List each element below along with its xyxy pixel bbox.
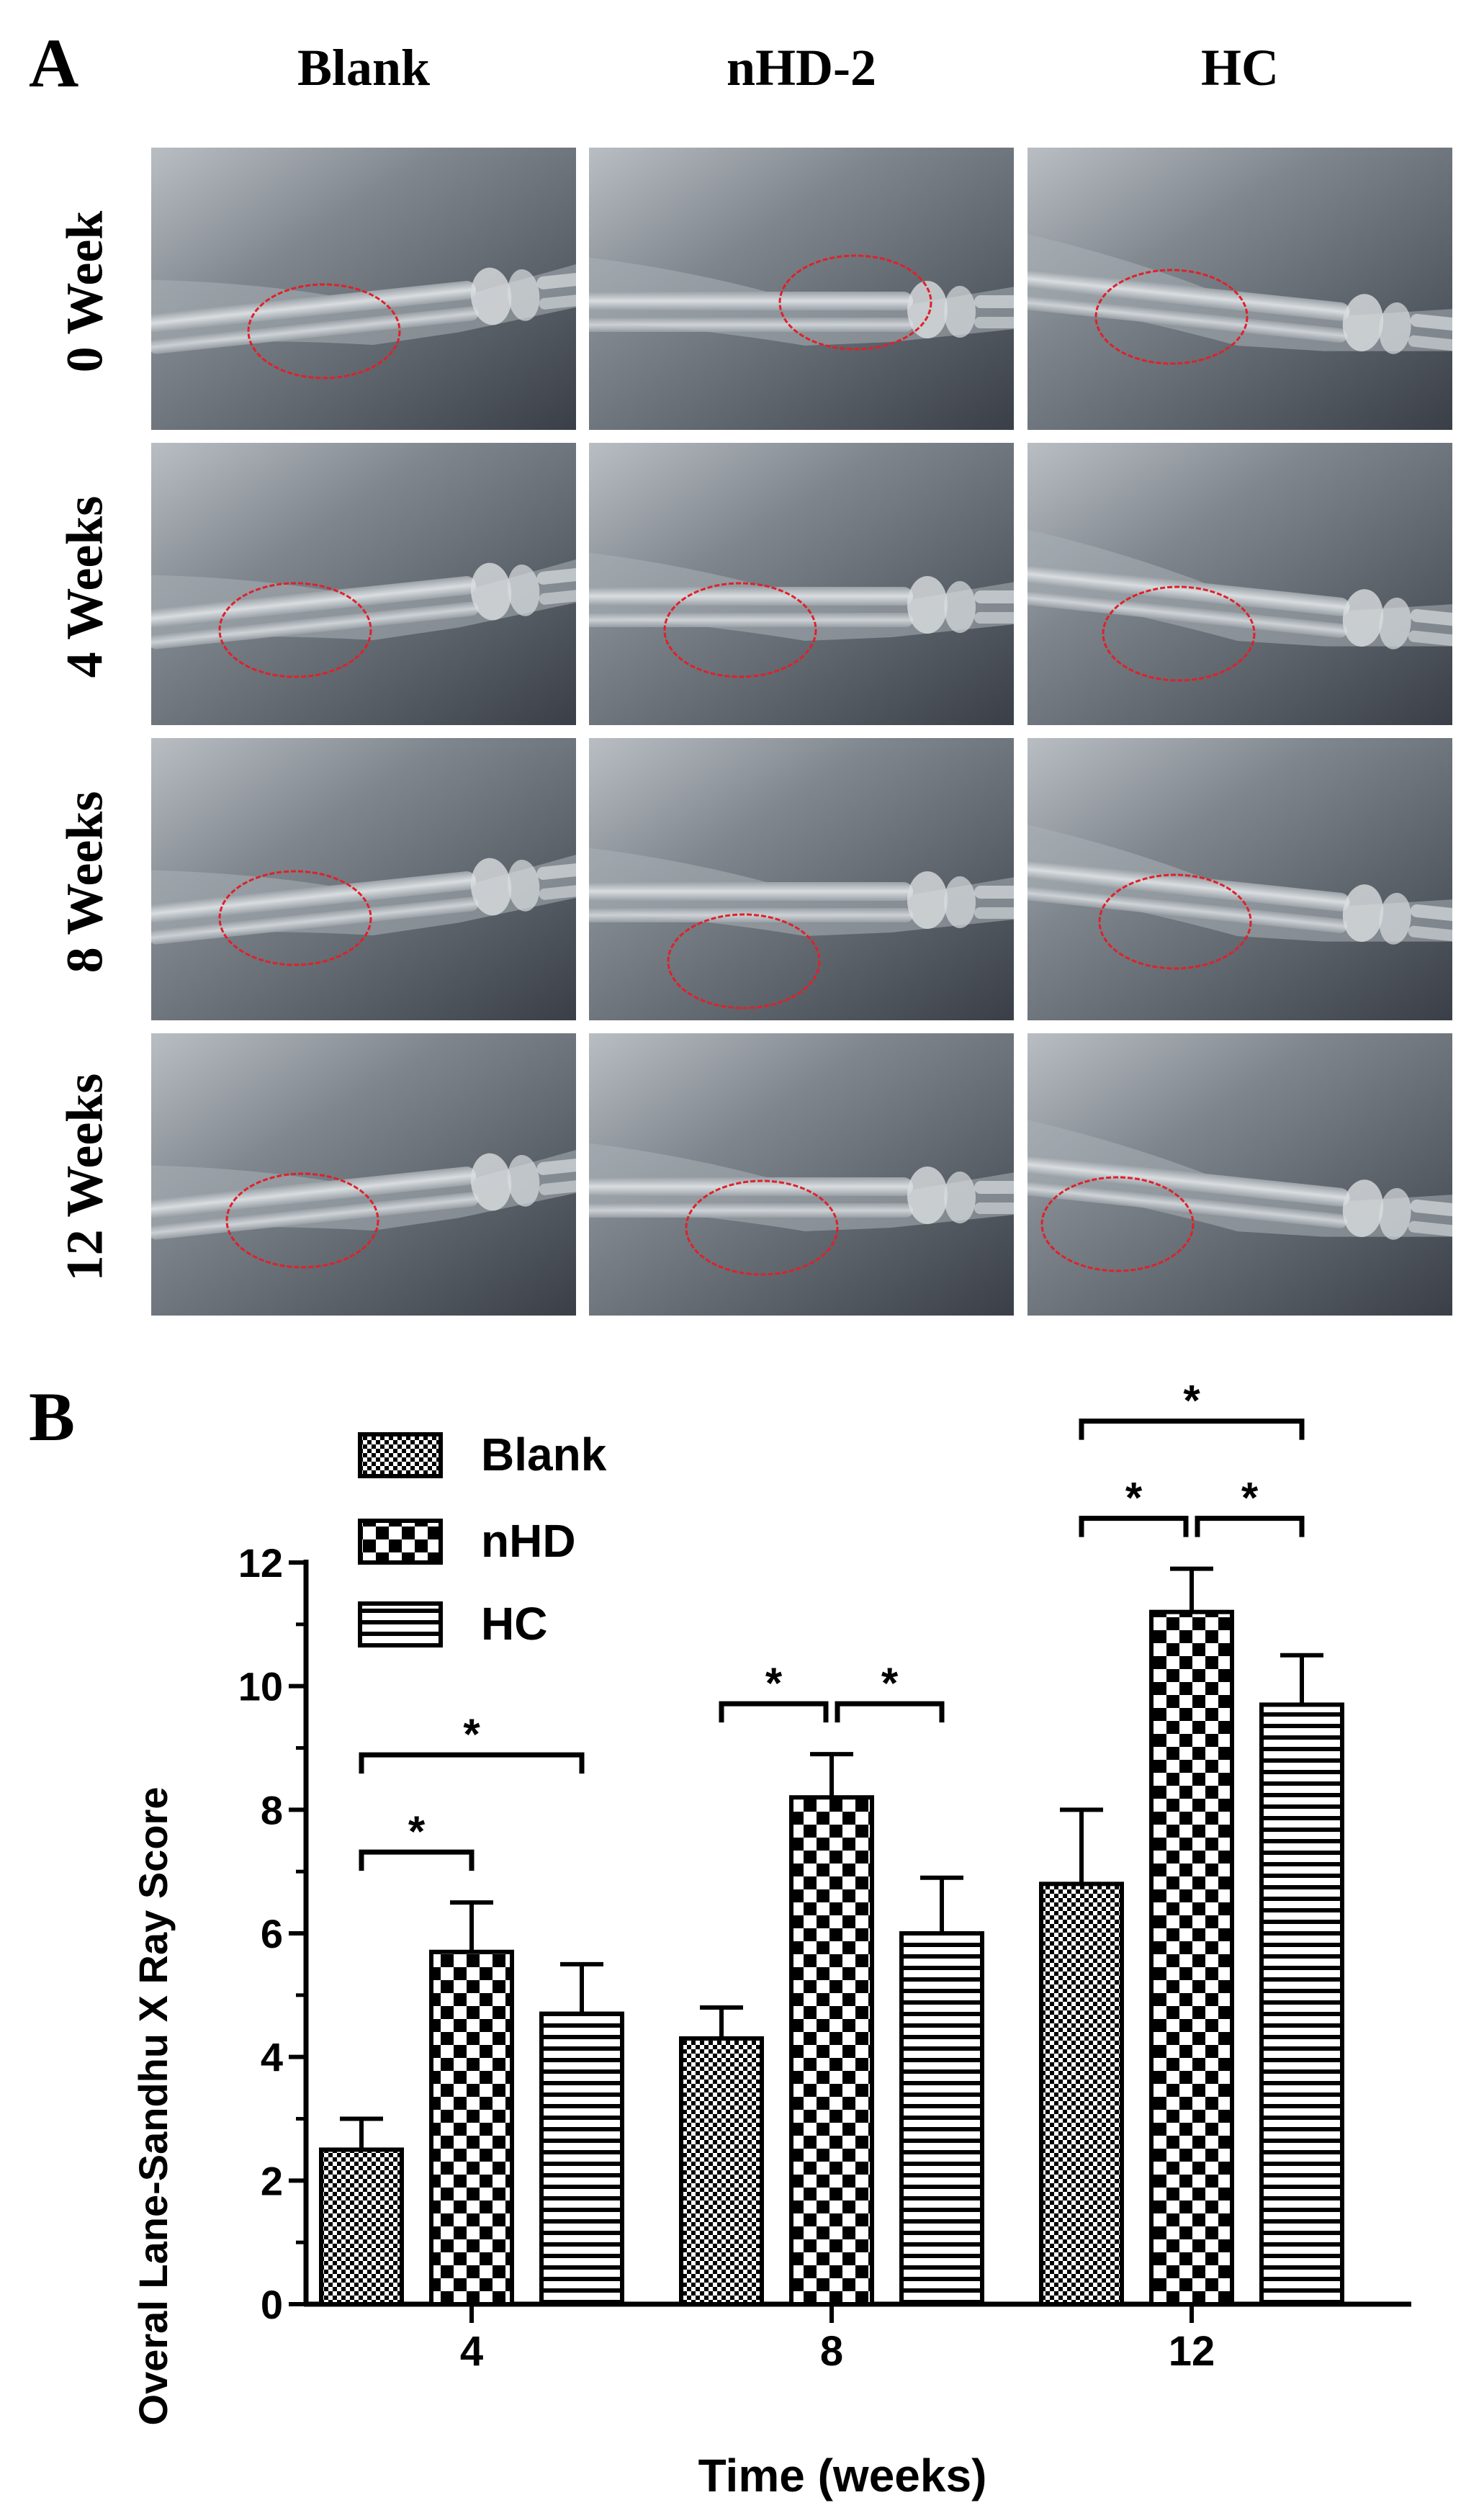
bar-nhd-4 [429, 1949, 514, 2306]
defect-circle-marker [218, 870, 372, 966]
defect-circle-marker [663, 582, 817, 678]
significance-star: * [1241, 1474, 1259, 1522]
column-header-nhd-2: nHD-2 [726, 39, 877, 96]
legend-label-hc: HC [481, 1598, 547, 1650]
xray-image-0-week-nhd-2 [589, 148, 1014, 430]
defect-circle-marker [685, 1179, 839, 1276]
significance-star: * [1125, 1474, 1143, 1522]
xray-image-8-weeks-hc [1027, 738, 1452, 1020]
defect-circle-marker [1102, 585, 1256, 682]
column-header-hc: HC [1201, 39, 1279, 96]
significance-bracket [1079, 1419, 1305, 1440]
significance-bracket [1079, 1516, 1189, 1537]
xray-image-4-weeks-nhd-2 [589, 443, 1014, 725]
defect-circle-marker [1040, 1176, 1195, 1272]
significance-bracket [359, 1849, 475, 1871]
significance-bracket [359, 1752, 585, 1774]
bar-nhd-12 [1149, 1609, 1234, 2306]
x-tick-label: 12 [1169, 2328, 1215, 2375]
significance-bracket [1195, 1516, 1305, 1537]
significance-bracket [719, 1701, 829, 1723]
x-axis-title: Time (weeks) [698, 2450, 987, 2501]
significance-star: * [408, 1807, 426, 1856]
xray-image-12-weeks-nhd-2 [589, 1033, 1014, 1316]
significance-star: * [765, 1659, 783, 1707]
defect-circle-marker [1098, 873, 1252, 970]
bar-hc-12 [1259, 1702, 1344, 2306]
defect-circle-marker [225, 1172, 379, 1269]
bar-chart: 0 2 4 6 8 10 12 4 8 12 * * * * * * * Blank nHD HC Time (w… [130, 1377, 1411, 2501]
legend-swatch-hc [358, 1601, 443, 1647]
significance-bracket [835, 1701, 945, 1723]
defect-circle-marker [667, 913, 821, 1010]
y-tick-label: 10 [238, 1664, 283, 1709]
y-axis-title: Overal Lane-Sandhu X Ray Score [130, 1787, 176, 2426]
bar-blank-8 [679, 2036, 764, 2307]
y-tick-label: 6 [261, 1911, 283, 1956]
legend-label-nhd: nHD [481, 1515, 576, 1567]
y-tick-label: 12 [238, 1540, 283, 1586]
panel-b-label: B [29, 1378, 76, 1455]
panel-a-label: A [29, 24, 79, 102]
legend-swatch-blank [358, 1432, 443, 1478]
y-tick-label: 8 [261, 1787, 283, 1833]
column-header-blank: Blank [297, 39, 431, 96]
y-tick-label: 2 [261, 2158, 283, 2203]
legend-swatch-nhd [358, 1519, 443, 1565]
y-tick-label: 4 [261, 2035, 283, 2080]
bar-hc-8 [899, 1931, 984, 2306]
defect-circle-marker [778, 254, 932, 351]
xray-image-8-weeks-blank [151, 738, 576, 1020]
xray-image-0-week-blank [151, 148, 576, 430]
bar-nhd-8 [789, 1795, 874, 2306]
defect-circle-marker [1094, 269, 1249, 365]
legend-label-blank: Blank [481, 1429, 607, 1480]
bar-hc-4 [539, 2011, 624, 2306]
xray-image-4-weeks-blank [151, 443, 576, 725]
defect-circle-marker [247, 283, 401, 379]
xray-image-0-week-hc [1027, 148, 1452, 430]
x-tick-label: 4 [460, 2328, 483, 2375]
significance-star: * [881, 1659, 899, 1707]
bar-blank-4 [319, 2147, 404, 2306]
xray-image-4-weeks-hc [1027, 443, 1452, 725]
bar-blank-12 [1039, 1882, 1124, 2306]
x-tick-label: 8 [820, 2328, 843, 2375]
defect-circle-marker [218, 582, 372, 678]
significance-star: * [463, 1710, 480, 1758]
xray-image-12-weeks-hc [1027, 1033, 1452, 1316]
significance-star: * [1183, 1377, 1200, 1425]
y-tick-label: 0 [261, 2282, 283, 2327]
xray-image-8-weeks-nhd-2 [589, 738, 1014, 1020]
xray-image-12-weeks-blank [151, 1033, 576, 1316]
